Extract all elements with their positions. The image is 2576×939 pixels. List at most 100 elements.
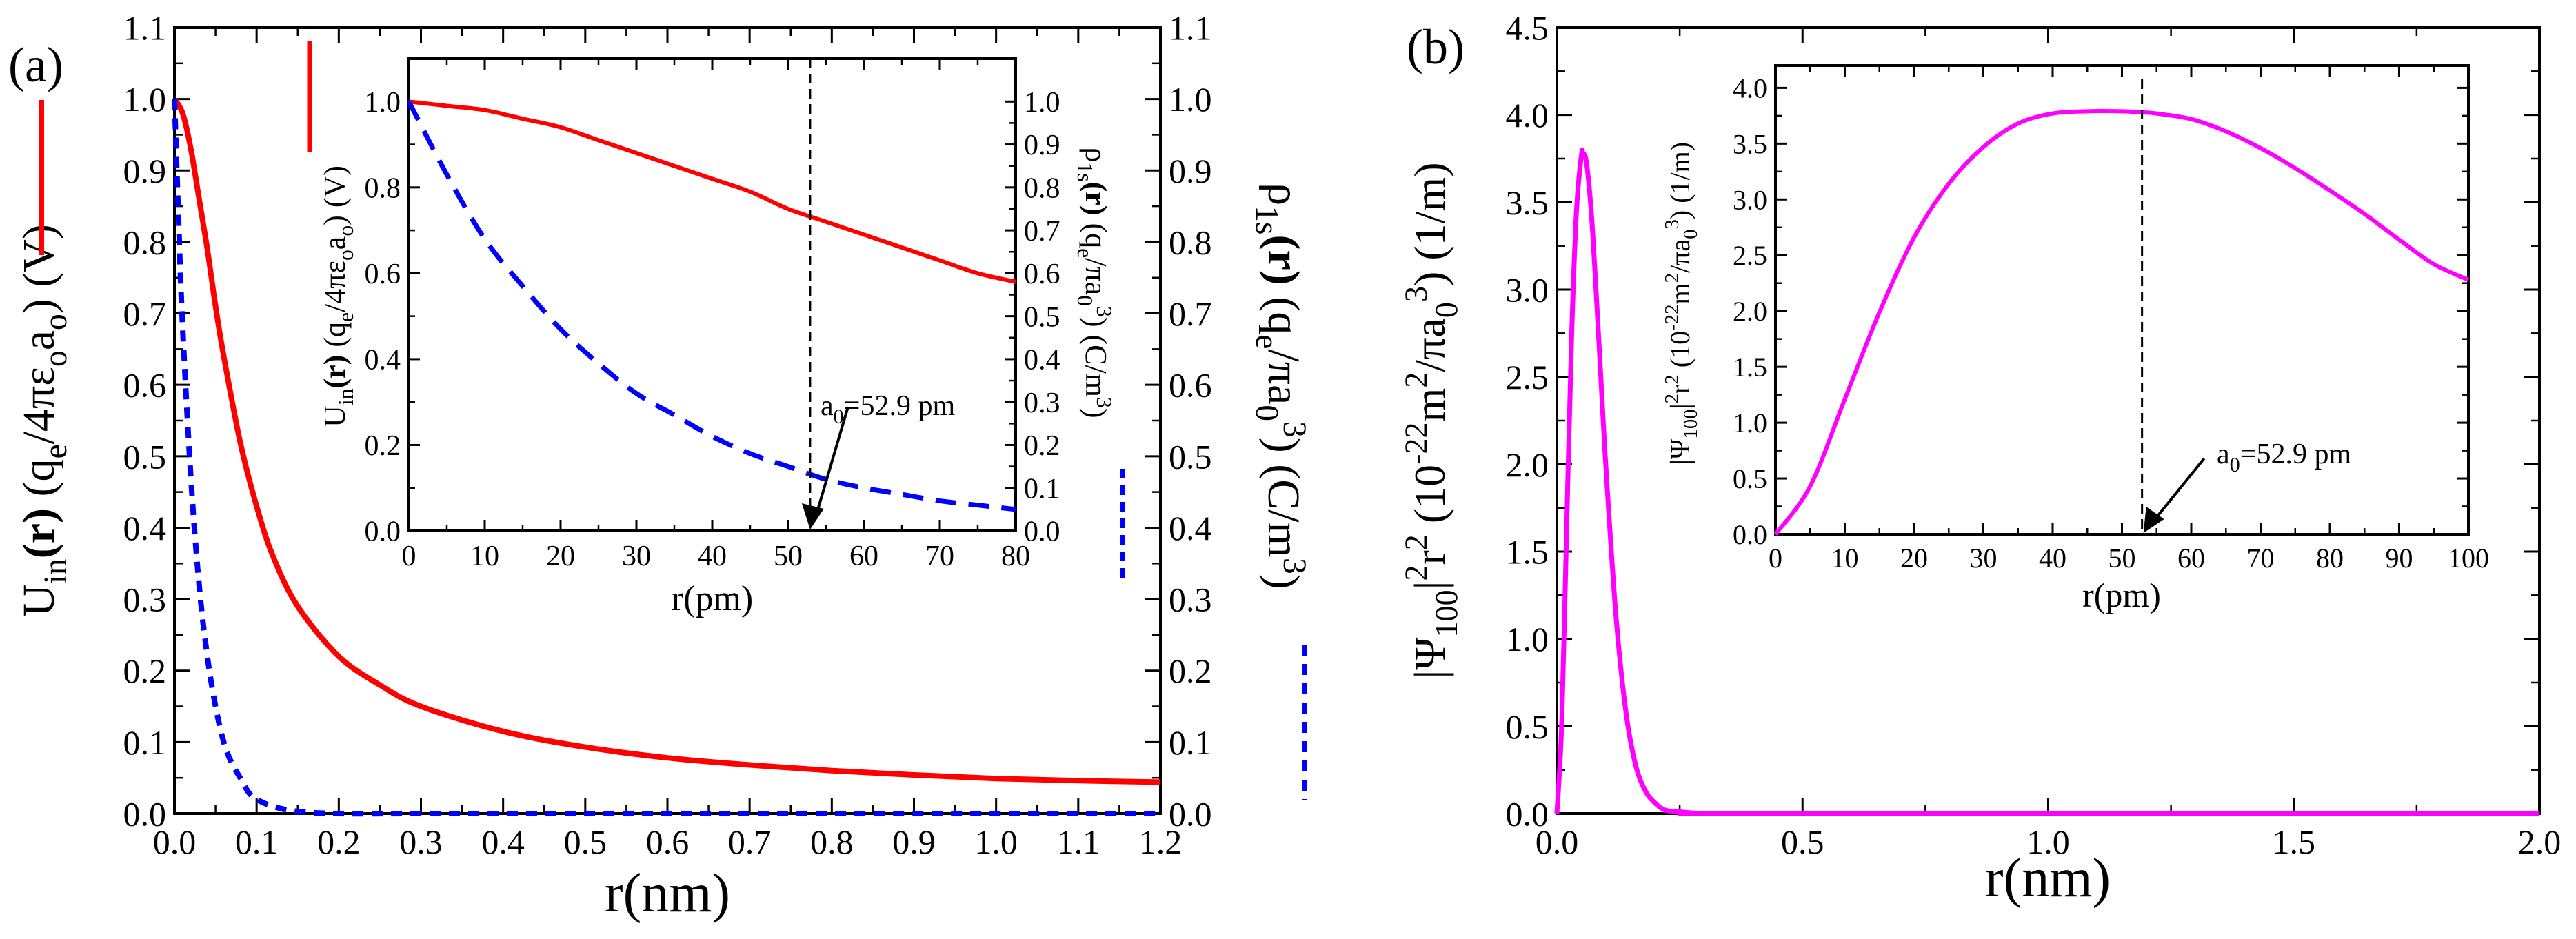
svg-text:Uin(r) (qe/4πεoao) (V): Uin(r) (qe/4πεoao) (V) [318, 165, 358, 427]
y-tick-label: 0.9 [1169, 152, 1212, 190]
x-tick-label: 0.2 [317, 822, 361, 861]
y-tick-label: 0.8 [123, 223, 167, 261]
label-part: 2 [1661, 273, 1683, 283]
y-tick-label: 0.6 [365, 259, 401, 290]
a0-arrow-head [2143, 507, 2164, 533]
x-tick-label: 0.8 [810, 822, 854, 861]
label-part: 100 [1680, 409, 1702, 438]
x-tick-label: 30 [622, 541, 651, 572]
label-part: 2 [1398, 372, 1433, 388]
label-part: r [1664, 385, 1695, 394]
y-tick-label: 1.0 [1506, 620, 1549, 658]
y-tick-label: 2.5 [1733, 240, 1767, 271]
label-part: (r) [14, 508, 64, 558]
a0-arrow-shaft [2151, 457, 2206, 525]
label-part: ) (1/m) [1664, 142, 1695, 219]
x-tick-label: 1.0 [2026, 822, 2070, 861]
panel-b-inset-y-ticks: 0.0 0.5 1.0 1.5 2.0 2.5 3.0 3.5 4.0 [1733, 72, 2468, 550]
label-part: 2 [1398, 565, 1433, 581]
y-tick-label: 0.0 [1024, 516, 1060, 548]
y-tick-label: 0.4 [365, 345, 401, 376]
y-tick-label: 0.9 [123, 152, 167, 190]
y-tick-label: 4.0 [1506, 96, 1549, 134]
label-part: e [334, 312, 358, 322]
x-tick-label: 0.5 [1781, 822, 1824, 861]
y-tick-label: 0.6 [123, 366, 167, 405]
label-part: 1s [1249, 205, 1285, 234]
y-tick-label: 0.8 [1169, 223, 1212, 261]
x-tick-label: 0 [402, 541, 416, 572]
x-tick-label: 1.0 [974, 822, 1018, 861]
label-part: (r) [1258, 234, 1309, 285]
panel-b-inset-xlabel: r(pm) [2082, 576, 2161, 614]
panel-a-label: (a) [8, 37, 63, 92]
label-part: 2 [1661, 374, 1683, 384]
label-part: U [14, 584, 64, 617]
x-tick-label: 0.7 [728, 822, 772, 861]
x-tick-label: 60 [849, 541, 878, 572]
y-tick-label: 1.0 [1733, 407, 1767, 438]
label-part: 0 [1249, 405, 1285, 421]
x-tick-label: 0.0 [153, 822, 197, 861]
panel-b-xlabel: r(nm) [1985, 848, 2111, 909]
a0-arrow-shaft [814, 406, 849, 518]
x-tick-label: 40 [698, 541, 727, 572]
x-tick-label: 1.5 [2273, 822, 2316, 861]
x-tick-label: 40 [2039, 543, 2066, 574]
panel-b-inset-x-ticks: 0 10 20 30 40 50 60 70 80 90 100 [1769, 65, 2489, 574]
series-line [1773, 109, 2470, 536]
y-tick-label: 0.4 [1169, 509, 1212, 547]
y-tick-label: 1.5 [1506, 533, 1549, 572]
y-tick-label: 0.0 [1733, 519, 1767, 550]
label-part: o [334, 225, 358, 236]
a0-arrow-head [801, 503, 824, 529]
y-tick-label: 0.6 [1169, 366, 1212, 405]
label-part: | [1405, 581, 1454, 590]
y-tick-label: 0.2 [1169, 652, 1212, 690]
series-line [406, 100, 1016, 512]
label-part: ) (V) [318, 165, 352, 225]
panel-a-xlabel: r(nm) [605, 863, 730, 924]
panel-a-inset-plot: 0 10 20 30 40 50 60 70 80 0.00.20.40.60.81.0 0.0… [307, 41, 1125, 618]
svg-text:ρ1s(r) (qe/πa03) (C/m3): ρ1s(r) (qe/πa03) (C/m3) [1073, 148, 1116, 418]
label-part: 3 [1092, 397, 1116, 408]
y-tick-label: 0.7 [1169, 294, 1212, 333]
x-tick-label: 0.4 [481, 822, 525, 861]
label-part: 2 [1661, 394, 1683, 403]
y-tick-label: 0.8 [365, 173, 401, 205]
y-tick-label: 0.5 [123, 437, 167, 476]
svg-text:a0=52.9 pm: a0=52.9 pm [2217, 438, 2351, 476]
panel-a-x-ticks: 0.0 0.1 0.2 0.3 0.4 0.5 0.6 0.7 0.8 0.9 1.0 1.1 1.2 [153, 28, 1183, 861]
y-tick-label: 3.5 [1733, 128, 1767, 159]
panel-b-inset-series [1773, 79, 2470, 536]
y-tick-label: 0.0 [1169, 795, 1212, 834]
label-part: e [1073, 248, 1097, 258]
label-part: ) [1079, 408, 1113, 418]
x-tick-label: 50 [774, 541, 803, 572]
label-part: 3 [1661, 219, 1683, 229]
panel-a-inset-x-ticks: 0 10 20 30 40 50 60 70 80 [402, 59, 1030, 572]
x-tick-label: 0.9 [892, 822, 936, 861]
y-tick-label: 0.2 [1024, 430, 1060, 462]
label-part: (q [318, 322, 352, 355]
x-tick-label: 70 [2247, 543, 2275, 574]
x-tick-label: 1.2 [1139, 822, 1183, 861]
y-tick-label: 0.1 [1024, 473, 1060, 505]
y-tick-label: 2.0 [1506, 445, 1549, 484]
label-part: 3 [1092, 306, 1116, 317]
series-line [408, 99, 1016, 284]
panel-b-inset-ylabel: |Ψ100|2r2 (10-22m2/πa03) (1/m) [1661, 142, 1702, 465]
label-part: /πa [1079, 258, 1113, 295]
svg-text:|Ψ100|2r2 (10-22m2/πa03) (1/m): |Ψ100|2r2 (10-22m2/πa03) (1/m) [1661, 142, 1702, 465]
x-tick-label: 2.0 [2518, 822, 2562, 861]
y-tick-label: 1.0 [365, 87, 401, 119]
label-part: 3 [1398, 286, 1433, 302]
panel-a-right-y-ticks: 0.0 0.1 0.2 0.3 0.4 0.5 0.6 0.7 0.8 0.9 1.0 1.1 [1145, 9, 1212, 834]
svg-text:|Ψ100|2r2 (10-22m2/πa03) (1/m): |Ψ100|2r2 (10-22m2/πa03) (1/m) [1398, 162, 1464, 678]
panel-b-series [1554, 148, 2539, 816]
label-part: a [2217, 438, 2230, 470]
label-part: /πa [1405, 318, 1454, 372]
label-part: U [318, 405, 352, 427]
y-tick-label: 2.0 [1733, 296, 1767, 327]
label-part: ) (C/m [1079, 317, 1113, 397]
